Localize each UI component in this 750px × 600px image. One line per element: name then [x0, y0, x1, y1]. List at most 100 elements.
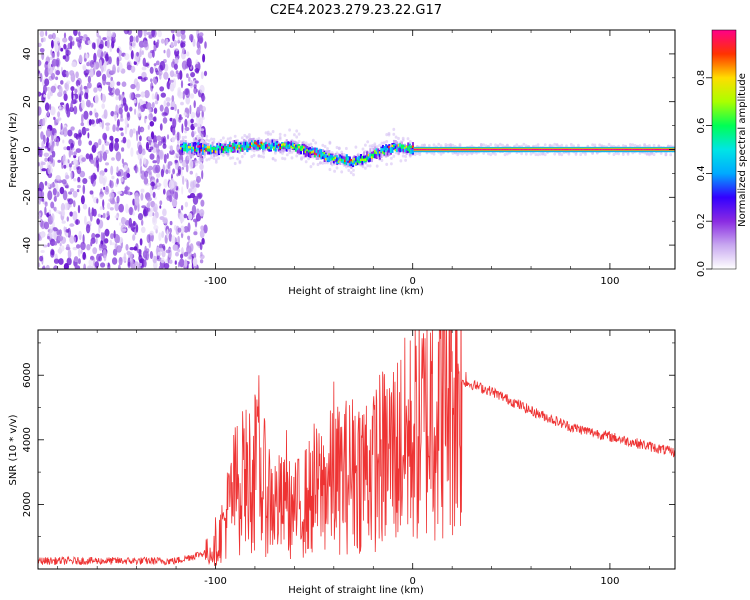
spectrogram-noise-cell	[115, 95, 119, 101]
spectrogram-noise-cell	[195, 183, 200, 188]
spectrogram-noise-cell	[181, 186, 184, 195]
spectrogram-noise-cell	[121, 228, 127, 232]
spectrogram-noise-cell	[90, 175, 95, 185]
spectrogram-noise-cell	[82, 37, 86, 42]
colorbar: 0.0 0.2 0.4 0.6 0.8 Normalized spectral ampl…	[696, 29, 748, 277]
spectrogram-noise-cell	[116, 235, 120, 243]
spectrogram-halo-cell	[548, 143, 552, 147]
spectrogram-halo-cell	[195, 135, 199, 139]
spectrogram-noise-cell	[113, 230, 116, 239]
colorbar-tick-label: 0.2	[696, 213, 707, 229]
spectrogram-trace-cell	[416, 148, 419, 151]
spectrogram-trace-cell	[228, 144, 231, 147]
spectrogram-noise-cell	[40, 191, 45, 198]
spectrogram-noise-cell	[150, 78, 153, 83]
spectrogram-halo-cell	[574, 152, 578, 156]
spectrogram-halo-cell	[553, 142, 557, 146]
spectrogram-noise-cell	[63, 226, 66, 233]
spectrogram-trace-cell	[314, 153, 317, 158]
spectrogram-halo-cell	[461, 152, 464, 156]
spectrogram-trace-cell	[386, 145, 389, 150]
spectrogram-noise-cell	[118, 256, 123, 266]
spectrogram-halo-cell	[257, 154, 261, 158]
spectrogram-noise-cell	[65, 102, 70, 112]
spectrogram-noise-cell	[156, 39, 160, 45]
spectrogram-halo-cell	[184, 130, 187, 134]
spectrogram-halo-cell	[283, 133, 287, 137]
spectrogram-noise-cell	[159, 104, 164, 112]
spectrogram-heatmap	[38, 30, 675, 269]
spectrogram-noise-cell	[174, 190, 179, 201]
spectrogram-halo-cell	[375, 145, 379, 149]
spectrogram-trace-cell	[410, 145, 413, 153]
spectrogram-trace-cell	[307, 147, 310, 152]
spectrogram-trace-cell	[314, 152, 317, 155]
spectrogram-x-ticks: -100 0 100	[57, 30, 650, 287]
spectrogram-noise-cell	[188, 251, 192, 260]
spectrogram-trace-cell	[187, 146, 190, 149]
spectrogram-trace-cell	[561, 148, 564, 151]
spectrogram-noise-cell	[130, 65, 136, 73]
spectrogram-noise-cell	[184, 201, 189, 208]
spectrogram-noise-cell	[112, 248, 118, 256]
spectrogram-trace-cell	[299, 146, 302, 151]
spectrogram-halo-cell	[418, 152, 422, 156]
spectrogram-noise-cell	[202, 53, 206, 63]
spectrogram-noise-cell	[185, 163, 189, 173]
spectrogram-halo-cell	[248, 135, 251, 139]
spectrogram-trace-cell	[262, 145, 265, 151]
spectrogram-halo-cell	[364, 166, 367, 170]
spectrogram-noise-cell	[99, 253, 103, 257]
spectrogram-noise-cell	[89, 68, 95, 78]
spectrogram-halo-cell	[222, 153, 225, 157]
spectrogram-noise-cell	[63, 146, 68, 151]
y-tick-label: 2000	[22, 492, 33, 517]
spectrogram-noise-cell	[77, 176, 81, 183]
spectrogram-trace-cell	[454, 148, 457, 151]
spectrogram-noise-cell	[162, 138, 166, 143]
spectrogram-noise-cell	[80, 90, 84, 96]
spectrogram-noise-cell	[60, 47, 64, 52]
spectrogram-trace-cell	[654, 148, 657, 151]
spectrogram-halo-cell	[494, 143, 497, 147]
spectrogram-trace-cell	[186, 148, 189, 153]
spectrogram-trace-cell	[251, 142, 254, 145]
spectrogram-noise-cell	[171, 136, 176, 143]
spectrogram-noise-cell	[158, 232, 162, 242]
spectrogram-noise-cell	[45, 128, 51, 138]
spectrogram-noise-cell	[123, 252, 127, 261]
spectrogram-halo-cell	[200, 136, 204, 140]
spectrogram-noise-cell	[191, 204, 197, 215]
spectrogram-noise-cell	[190, 118, 194, 124]
spectrogram-noise-cell	[67, 129, 73, 137]
x-tick-label: 0	[410, 276, 416, 287]
spectrogram-halo-cell	[401, 154, 405, 158]
spectrogram-halo-cell	[250, 155, 254, 159]
y-tick-label: 6000	[22, 362, 33, 387]
spectrogram-noise-cell	[53, 206, 57, 212]
spectrogram-trace-cell	[326, 157, 329, 160]
spectrogram-trace-cell	[194, 149, 197, 152]
spectrogram-trace-cell	[363, 158, 366, 162]
spectrogram-noise-cell	[127, 257, 131, 267]
spectrogram-noise-cell	[82, 65, 87, 71]
spectrogram-noise-cell	[62, 127, 68, 137]
spectrogram-noise-cell	[71, 40, 75, 46]
spectrogram-noise-cell	[120, 177, 124, 183]
spectrogram-trace-cell	[394, 145, 397, 151]
spectrogram-noise-cell	[84, 58, 87, 62]
snr-panel: -100 0 100 2000 4000 6000 Height of straight…	[8, 329, 676, 596]
spectrogram-halo-cell	[659, 151, 663, 155]
spectrogram-noise-cell	[50, 145, 54, 154]
spectrogram-noise-cell	[42, 37, 46, 42]
spectrogram-noise-cell	[157, 182, 160, 186]
spectrogram-trace-cell	[658, 148, 661, 151]
spectrogram-noise-cell	[68, 148, 72, 158]
spectrogram-trace-cell	[598, 148, 601, 151]
spectrogram-noise-cell	[39, 255, 44, 262]
spectrogram-trace-cell	[285, 146, 288, 149]
spectrogram-trace-cell	[399, 144, 402, 147]
spectrogram-halo-cell	[214, 158, 218, 162]
spectrogram-noise-cell	[189, 243, 194, 252]
spectrogram-halo-cell	[380, 141, 384, 145]
